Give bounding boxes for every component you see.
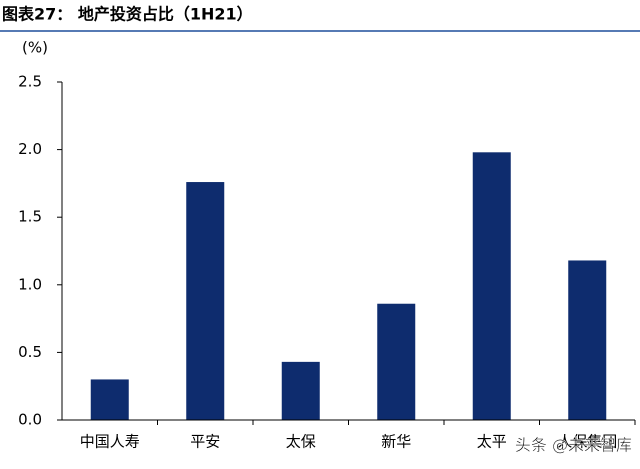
x-tick-label: 中国人寿 — [80, 433, 140, 451]
bar — [186, 182, 225, 420]
bar — [472, 152, 511, 420]
x-tick-label: 太平 — [477, 433, 507, 451]
watermark: 头条 @未来智库 — [515, 436, 632, 455]
bar — [281, 361, 320, 420]
x-tick-label: 太保 — [286, 433, 316, 451]
y-tick-label: 1.0 — [18, 275, 42, 293]
x-tick-label: 人保集团 — [557, 433, 617, 451]
y-tick-label: 0.5 — [18, 343, 42, 361]
y-axis-label: (%) — [22, 39, 48, 57]
bar — [568, 260, 607, 420]
y-tick-label: 2.5 — [18, 73, 42, 91]
x-tick-label: 新华 — [381, 433, 411, 451]
bar — [90, 379, 129, 420]
y-tick-label: 1.5 — [18, 208, 42, 226]
chart-title: 图表27： 地产投资占比（1H21） — [2, 5, 253, 24]
x-tick-label: 平安 — [190, 433, 220, 451]
y-tick-label: 0.0 — [18, 411, 42, 429]
bar — [377, 303, 416, 420]
y-tick-label: 2.0 — [18, 140, 42, 158]
